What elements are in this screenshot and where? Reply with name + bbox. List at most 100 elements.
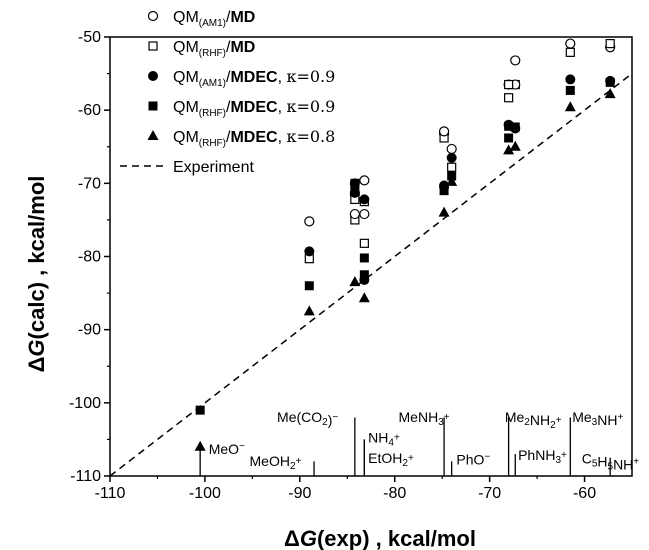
molecule-label: NH4+ xyxy=(368,429,400,448)
molecule-label-part: 2 xyxy=(322,417,328,428)
molecule-label-part: ) xyxy=(328,412,333,428)
legend-base: QM xyxy=(173,69,199,86)
legend-subscript: (AM1) xyxy=(199,18,226,29)
square-filled-marker xyxy=(605,77,615,87)
square-open-marker xyxy=(447,162,457,172)
molecule-label-part: NH xyxy=(368,429,388,445)
circle-open-marker xyxy=(510,55,521,66)
legend-slash: / xyxy=(226,69,231,86)
molecule-label-part: 3 xyxy=(592,417,598,428)
molecule-label-part: 3 xyxy=(438,417,444,428)
circle-filled-marker xyxy=(565,74,576,85)
molecule-labels: MeO−MeOH2+Me(CO2)−NH4+EtOH2+MeNH3+PhO−Me… xyxy=(199,409,640,476)
square-filled-marker xyxy=(359,253,369,263)
molecule-label: Me(CO2)− xyxy=(277,409,338,428)
square-filled-marker xyxy=(504,121,514,131)
molecule-label: MeNH3+ xyxy=(399,409,450,428)
legend-method: MD xyxy=(230,9,255,26)
molecule-label: Me3NH+ xyxy=(572,409,623,428)
circle-open-marker xyxy=(565,38,576,49)
x-tick-label: -60 xyxy=(573,485,596,502)
molecule-label-part: + xyxy=(408,453,414,464)
molecule-label-part: EtOH xyxy=(368,450,402,466)
circle-filled-marker xyxy=(148,71,158,81)
x-tick-label: -70 xyxy=(478,485,501,502)
axis-title-g: G xyxy=(24,339,49,356)
legend-kappa: κ=0.9 xyxy=(286,97,335,116)
molecule-label-part: − xyxy=(332,412,338,423)
molecule-label-part: + xyxy=(444,412,450,423)
square-filled-marker xyxy=(350,178,360,188)
circle-filled-marker xyxy=(439,180,450,191)
triangle-filled-marker xyxy=(349,276,361,287)
square-open-marker xyxy=(504,93,514,103)
axis-title-rest: (exp) , kcal/mol xyxy=(317,526,476,550)
molecule-label: Me2NH2+ xyxy=(505,409,562,431)
y-tick-label: -70 xyxy=(78,175,101,192)
y-axis-title: ΔG(calc) , kcal/mol xyxy=(24,176,49,373)
x-tick-label: -100 xyxy=(189,485,221,502)
triangle-filled-marker xyxy=(303,305,315,316)
square-filled-marker xyxy=(148,101,158,111)
molecule-label-part: 2 xyxy=(290,461,296,472)
square-open-marker xyxy=(359,238,369,248)
legend-base: QM xyxy=(173,39,199,56)
data-points xyxy=(194,38,616,451)
x-tick-label: -80 xyxy=(383,485,406,502)
x-tick-label: -90 xyxy=(288,485,311,502)
y-tick-label: -110 xyxy=(70,468,101,485)
circle-open-marker xyxy=(147,10,159,22)
molecule-label-part: + xyxy=(394,432,400,443)
triangle-filled-marker xyxy=(358,292,370,303)
legend-slash: / xyxy=(226,129,231,146)
triangle-filled-marker xyxy=(509,140,521,151)
square-filled-marker xyxy=(439,186,449,196)
molecule-label-part: 2 xyxy=(402,458,408,469)
legend-entry-label: QM(RHF)/MDEC, κ=0.9 xyxy=(173,97,335,119)
molecule-label: C5H5NH+ xyxy=(582,451,640,473)
legend-entry-label: QM(AM1)/MD xyxy=(173,9,255,29)
circle-open-marker xyxy=(359,175,370,186)
legend-base: QM xyxy=(173,99,199,116)
square-filled-marker xyxy=(195,405,205,415)
circle-filled-marker xyxy=(446,152,457,163)
legend-slash: / xyxy=(226,99,231,116)
square-open-marker xyxy=(148,41,158,51)
legend-method: MD xyxy=(230,39,255,56)
y-tick-label: -60 xyxy=(78,102,101,119)
legend-subscript: (RHF) xyxy=(199,48,226,59)
y-tick-label: -90 xyxy=(78,322,101,339)
legend-method: MDEC xyxy=(230,69,278,86)
molecule-label-part: NH xyxy=(613,457,633,473)
circle-open-marker xyxy=(349,208,360,220)
molecule-label: EtOH2+ xyxy=(368,450,414,469)
molecule-label-part: H xyxy=(597,454,607,470)
square-filled-marker xyxy=(304,281,314,291)
molecule-label-part: NH xyxy=(530,412,550,428)
molecule-label-part: Me xyxy=(572,409,592,425)
circle-open-marker xyxy=(438,126,450,137)
x-tick-label: -110 xyxy=(95,485,126,502)
x-axis-title: ΔG(exp) , kcal/mol xyxy=(284,526,476,550)
axis-title-delta: Δ xyxy=(284,526,300,550)
legend-base: QM xyxy=(173,9,199,26)
molecule-label-part: + xyxy=(296,456,302,467)
circle-open-marker xyxy=(446,143,457,155)
legend-base: QM xyxy=(173,129,199,146)
square-filled-marker xyxy=(510,122,520,132)
molecule-label: MeO− xyxy=(209,441,245,457)
circle-filled-marker xyxy=(304,246,315,257)
square-filled-marker xyxy=(565,85,575,95)
molecule-label: MeOH2+ xyxy=(250,453,302,472)
legend-entry-label: QM(RHF)/MDEC, κ=0.8 xyxy=(173,127,335,149)
molecule-label-part: − xyxy=(484,451,490,462)
circle-open-marker xyxy=(304,216,315,227)
legend-entry-label: QM(AM1)/MDEC, κ=0.9 xyxy=(173,67,335,89)
y-tick-label: -100 xyxy=(69,395,101,412)
circle-open-marker xyxy=(359,208,370,220)
triangle-filled-marker xyxy=(564,101,576,112)
axis-title-g: G xyxy=(300,526,317,550)
molecule-label-part: 3 xyxy=(555,455,561,466)
